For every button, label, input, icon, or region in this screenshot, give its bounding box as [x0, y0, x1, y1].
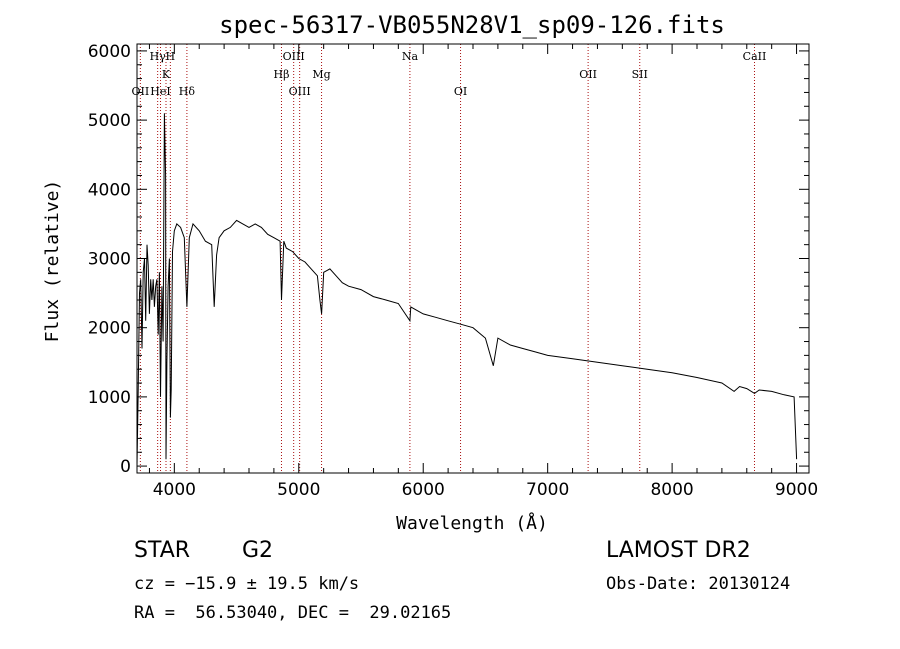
y-tick-label: 1000 [88, 388, 131, 408]
line-label: CaII [743, 50, 767, 63]
y-tick-label: 0 [120, 457, 131, 477]
line-label: Mg [312, 68, 330, 81]
x-tick-labels: 4000 5000 6000 7000 8000 9000 [153, 480, 818, 500]
x-tick-label: 5000 [277, 480, 320, 500]
y-tick-label: 4000 [88, 180, 131, 200]
line-label: K [162, 68, 171, 81]
y-tick-label: 5000 [88, 111, 131, 131]
line-label: Hδ [179, 85, 196, 98]
x-tick-label: 7000 [526, 480, 569, 500]
x-tick-label: 8000 [650, 480, 693, 500]
spectral-line-markers [139, 44, 755, 473]
axis-ticks [137, 44, 809, 473]
x-tick-label: 6000 [402, 480, 445, 500]
y-axis-label: Flux (relative) [42, 180, 63, 343]
line-label: Na [402, 50, 419, 63]
line-label: OII [132, 85, 150, 98]
y-tick-labels: 0 1000 2000 3000 4000 5000 6000 [88, 42, 131, 477]
y-tick-label: 3000 [88, 250, 131, 270]
star-class: STAR [134, 538, 191, 563]
line-label: Hβ [274, 68, 290, 81]
star-subclass: G2 [242, 538, 274, 563]
spectrum-line [136, 113, 798, 467]
y-tick-label: 2000 [88, 319, 131, 339]
x-axis-label: Wavelength (Å) [396, 512, 548, 534]
x-tick-label: 9000 [775, 480, 818, 500]
line-label: OII [579, 68, 597, 81]
plot-frame [136, 43, 810, 474]
line-label: H [166, 50, 176, 63]
line-label: OI [454, 85, 467, 98]
survey-name: LAMOST DR2 [606, 538, 751, 563]
obs-date: Obs-Date: 20130124 [606, 574, 791, 594]
x-tick-label: 4000 [153, 480, 196, 500]
coordinates: RA = 56.53040, DEC = 29.02165 [134, 603, 452, 623]
line-label: OIII [283, 50, 305, 63]
line-label: OIII [289, 85, 311, 98]
redshift-text: cz = −15.9 ± 19.5 km/s [134, 574, 360, 594]
line-label: Hγ [150, 50, 167, 63]
chart-title: spec-56317-VB055N28V1_sp09-126.fits [219, 11, 725, 39]
line-label: HeI [150, 85, 170, 98]
y-tick-label: 6000 [88, 42, 131, 62]
line-label: SII [632, 68, 648, 81]
